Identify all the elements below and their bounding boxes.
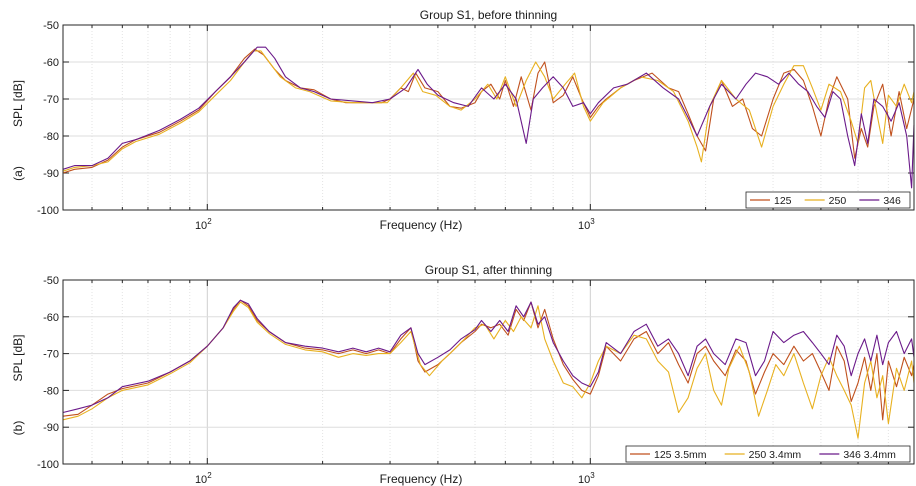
panel-label: (b) [11,421,25,436]
legend: 125 3.5mm 250 3.4mm 346 3.4mm [625,445,911,463]
y-tick-label: -50 [43,275,59,287]
x-axis-label: Frequency (Hz) [380,472,463,486]
legend-label: 346 3.4mm [843,449,896,461]
legend-label: 125 3.5mm [654,449,707,461]
legend-label: 346 [883,195,901,207]
y-tick-label: -100 [37,459,59,471]
series-lines [62,46,915,189]
y-tick-label: -80 [43,385,59,397]
y-tick-label: -60 [43,312,59,324]
x-tick-label: 103 [578,471,595,486]
legend-box [625,445,911,463]
legend-label: 125 [774,195,792,207]
x-tick-label-base: 10 [195,474,207,486]
x-tick-label-exponent: 2 [207,217,212,226]
chart-title: Group S1, before thinning [420,8,557,22]
legend-box [745,191,911,209]
x-tick-label-exponent: 2 [207,471,212,480]
y-tick-label: -70 [43,349,59,361]
chart-panel-a: -100 -90 -80 -70 -60 -50 Group S1, before thin… [11,8,915,232]
series-lines [62,299,915,439]
y-tick-label: -50 [43,20,59,32]
y-tick-label: -70 [43,94,59,106]
plot-area [63,280,914,464]
y-tick-label: -60 [43,57,59,69]
x-tick-label-base: 10 [578,220,590,232]
x-axis-label: Frequency (Hz) [380,218,463,232]
series-line-346 [62,46,915,189]
y-tick-label: -90 [43,168,59,180]
x-tick-label-exponent: 3 [590,217,595,226]
panel-label: (a) [11,166,25,181]
series-line-250-3.4mm [62,301,915,439]
chart-title: Group S1, after thinning [425,263,552,277]
legend-label: 250 3.4mm [749,449,802,461]
x-tick-label: 102 [195,217,212,232]
axes-box [62,279,915,465]
x-tick-label-exponent: 3 [590,471,595,480]
y-tick-label: -100 [37,205,59,217]
y-axis-label: SPL [dB] [11,335,25,382]
y-tick-label: -80 [43,131,59,143]
x-tick-label: 103 [578,217,595,232]
y-tick-label: -90 [43,422,59,434]
plot-area [63,25,914,210]
chart-panel-b: -100 -90 -80 -70 -60 -50 Group S1, after thinn… [11,263,915,486]
axes-box [62,24,915,211]
x-tick-label-base: 10 [195,220,207,232]
series-line-346-3.4mm [62,299,915,414]
x-tick-label-base: 10 [578,474,590,486]
legend: 125 250 346 [745,191,911,209]
x-tick-label: 102 [195,471,212,486]
y-axis-label: SPL [dB] [11,80,25,127]
legend-label: 250 [829,195,847,207]
